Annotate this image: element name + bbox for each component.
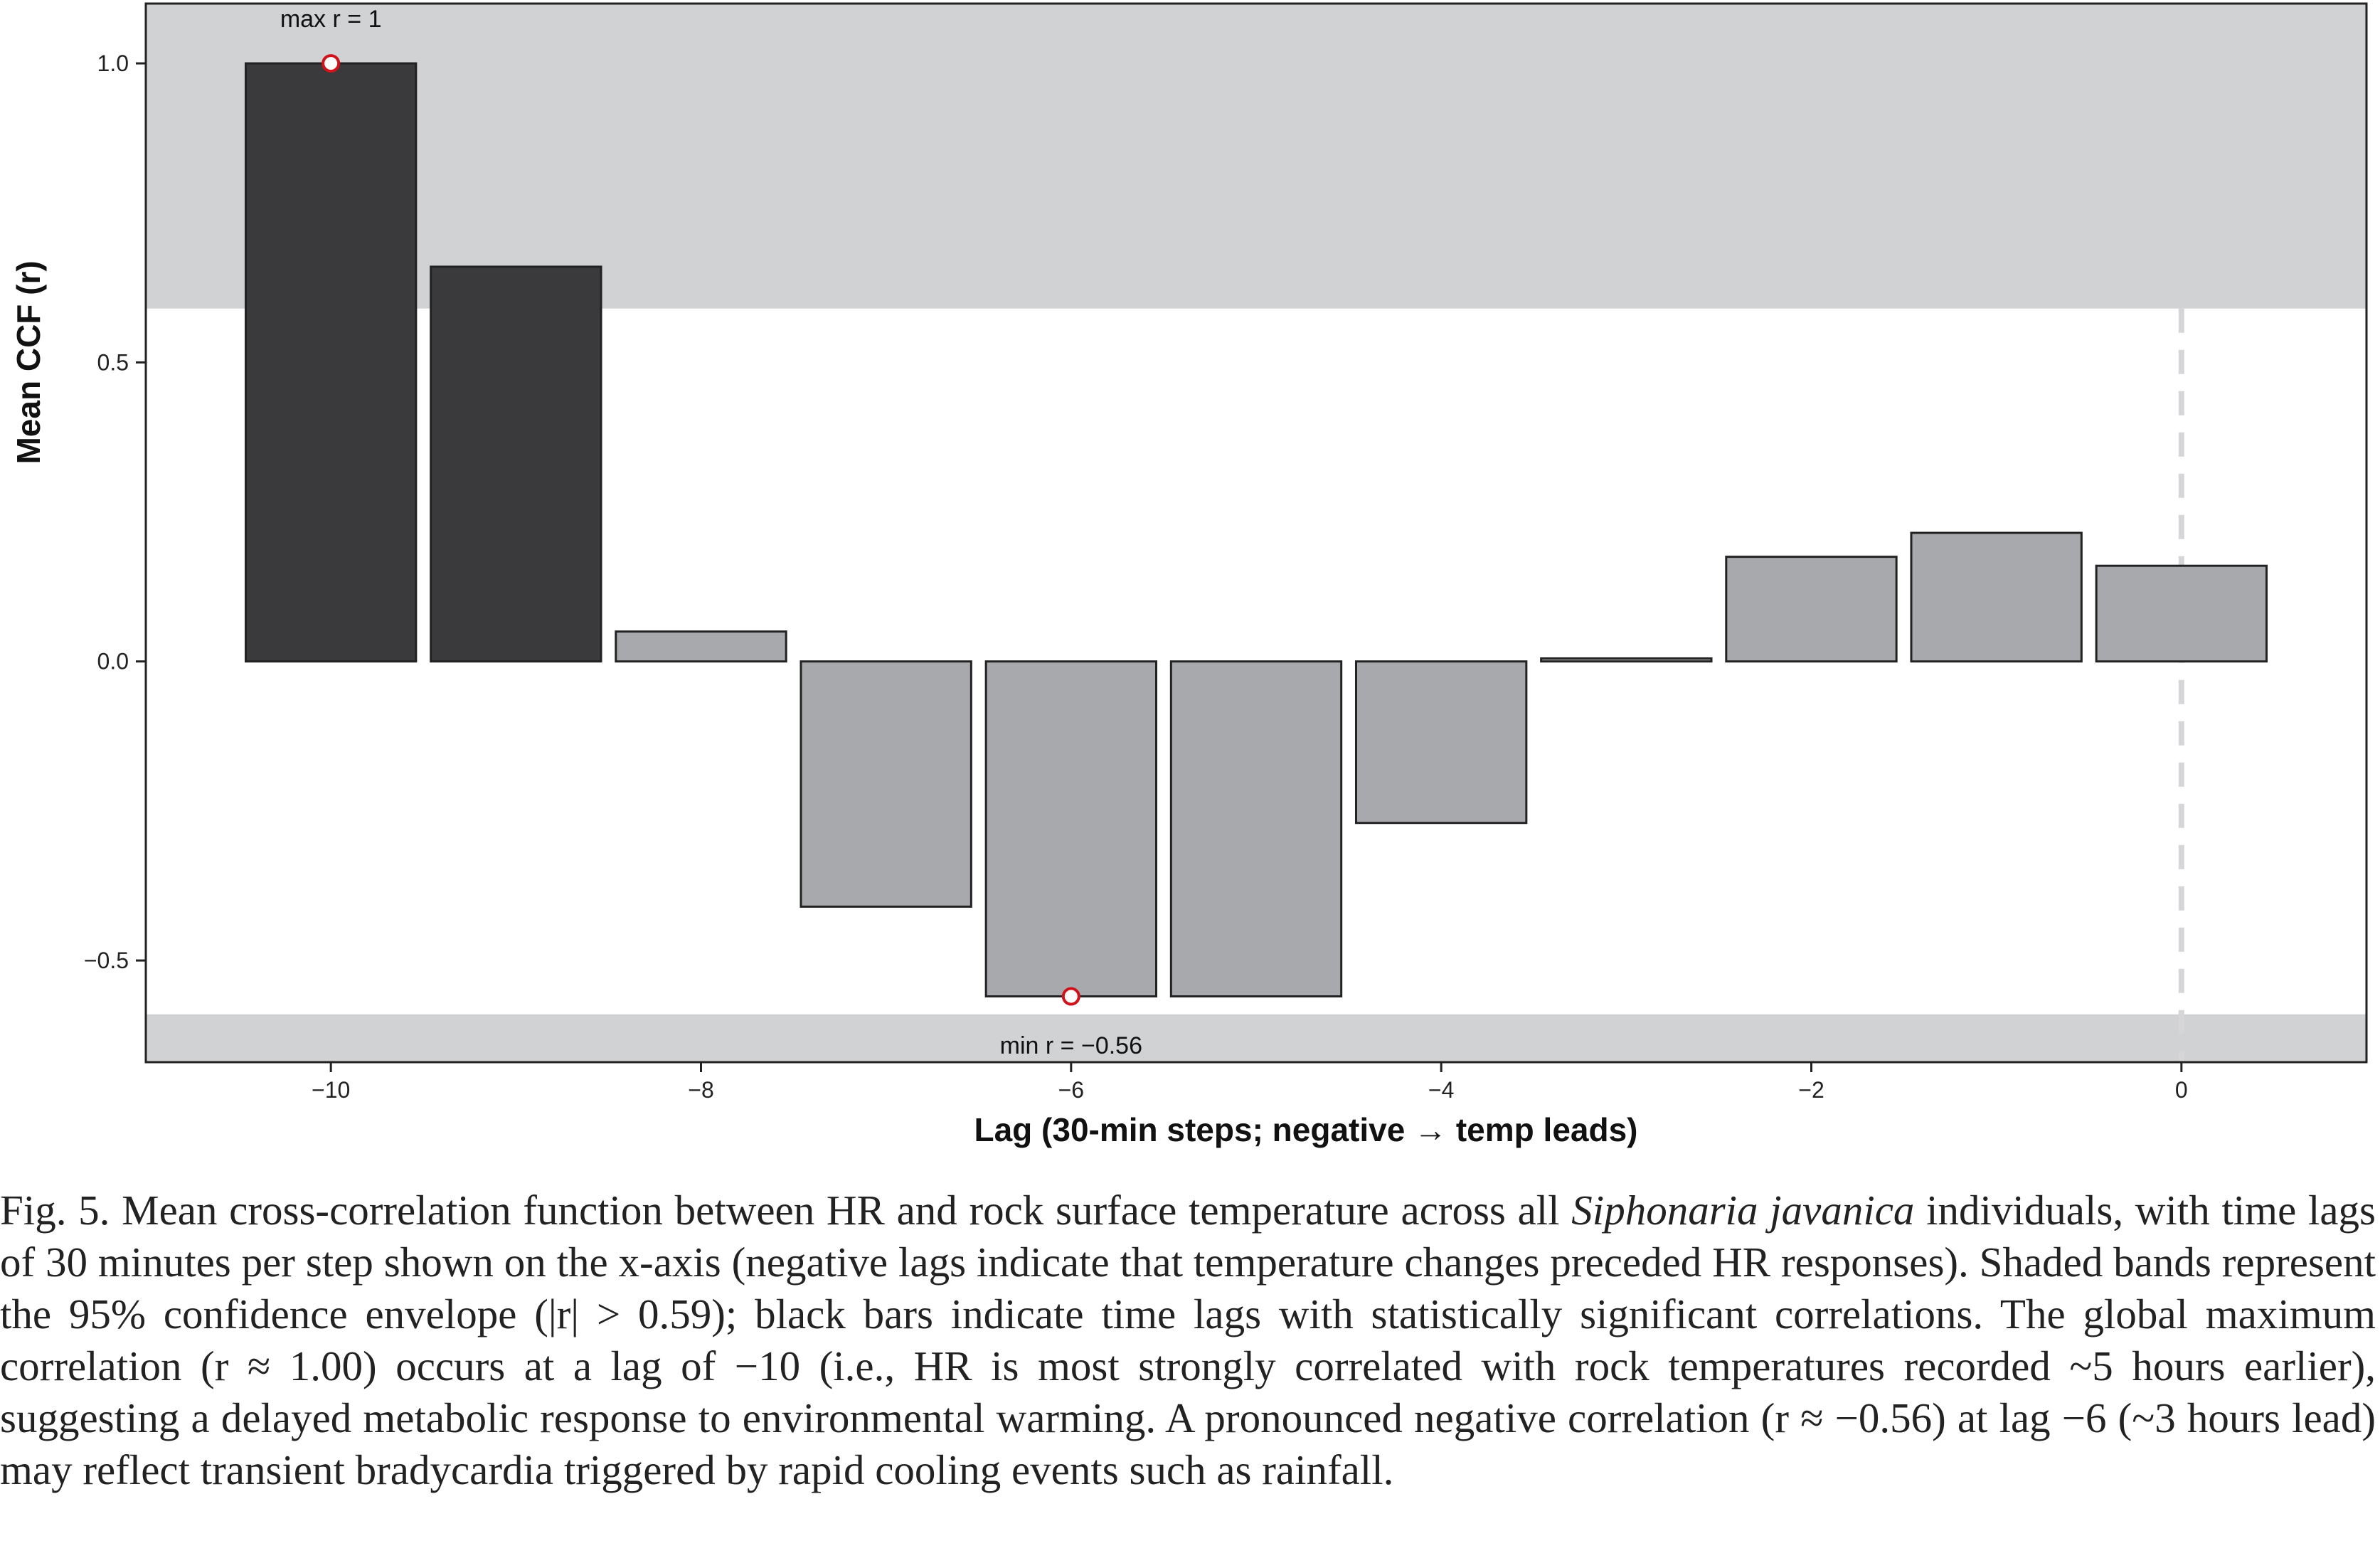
caption-text-start: Fig. 5. Mean cross-correlation function … <box>0 1187 1572 1234</box>
x-axis: −10 −8 −6 −4 −2 0 <box>312 1062 2188 1103</box>
bar-lag--4 <box>1354 660 1528 825</box>
upper-confidence-band <box>146 4 2366 309</box>
bar-lag--5 <box>1169 660 1343 998</box>
bar-lag--8 <box>615 630 787 663</box>
bar-lag--3 <box>1540 657 1713 663</box>
figure-caption: Fig. 5. Mean cross-correlation function … <box>0 1185 2376 1496</box>
x-tick-label: −6 <box>1058 1077 1084 1103</box>
y-tick-label: 0.5 <box>97 349 129 375</box>
x-tick-label: −4 <box>1428 1077 1454 1103</box>
bar-lag--2 <box>1725 556 1898 663</box>
confidence-bands <box>146 4 2366 1062</box>
plot-frame <box>144 2 2368 1064</box>
min-annotation: min r = −0.56 <box>1000 1032 1142 1059</box>
x-tick-label: −8 <box>688 1077 713 1103</box>
caption-text-end: individuals, with time lags of 30 minute… <box>0 1187 2376 1493</box>
x-axis-title: Lag (30-min steps; negative → temp leads… <box>974 1111 1637 1148</box>
caption-species: Siphonaria javanica <box>1571 1187 1915 1234</box>
ccf-chart: −0.5 0.0 0.5 1.0 −10 −8 −6 −4 −2 0 max r = 1 min… <box>10 2 2368 1148</box>
bar-lag--6 <box>984 660 1158 998</box>
max-marker <box>322 54 341 73</box>
y-tick-label: −0.5 <box>84 948 129 973</box>
y-tick-label: 0.0 <box>97 649 129 674</box>
min-marker <box>1061 987 1080 1006</box>
extreme-markers <box>322 54 1080 1006</box>
y-tick-label: 1.0 <box>97 51 129 76</box>
bar-lag--9 <box>430 265 602 663</box>
bar-lag--7 <box>799 660 972 908</box>
y-axis-title: Mean CCF (r) <box>10 260 47 464</box>
x-tick-label: −2 <box>1798 1077 1824 1103</box>
max-annotation: max r = 1 <box>280 6 382 33</box>
y-axis: −0.5 0.0 0.5 1.0 <box>84 51 146 973</box>
bar-lag--10 <box>244 62 418 663</box>
lower-confidence-band <box>146 1014 2366 1062</box>
bars-group <box>244 62 2268 998</box>
bar-lag-0 <box>2095 564 2268 663</box>
x-tick-label: −10 <box>312 1077 350 1103</box>
x-tick-label: 0 <box>2175 1077 2188 1103</box>
bar-lag--1 <box>1910 531 2083 663</box>
